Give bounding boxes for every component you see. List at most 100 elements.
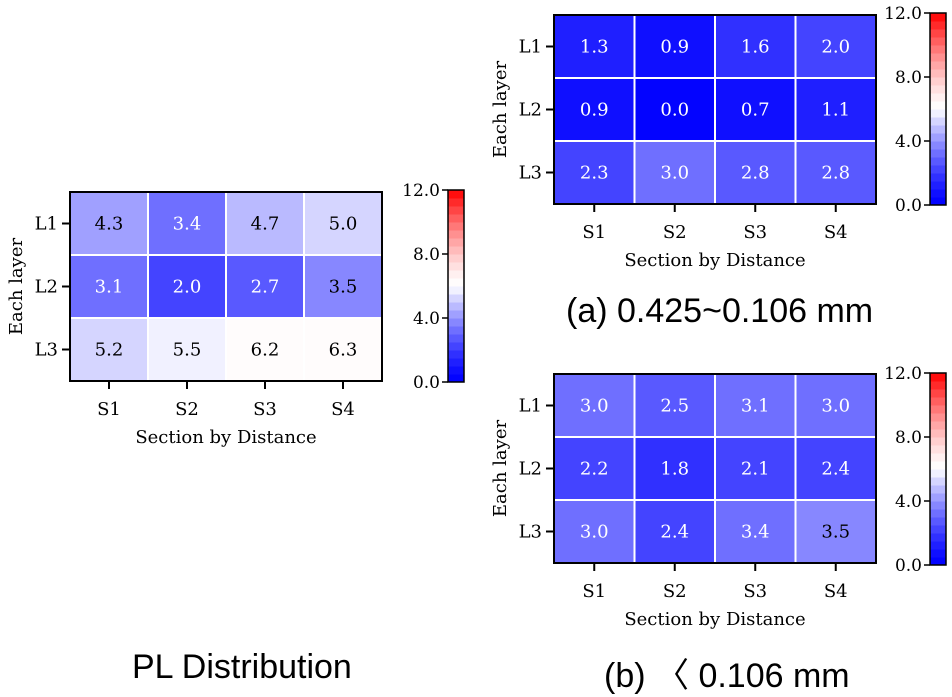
colorbar-swatch [930,429,946,438]
cell-label: 3.5 [821,522,850,543]
colorbar-swatch [448,294,464,303]
colorbar-swatch [448,230,464,239]
cell-label: 2.8 [741,163,770,184]
cell-label: 2.0 [821,37,850,58]
colorbar-swatch [930,381,946,390]
colorbar-swatch [930,453,946,462]
x-tick-label: S4 [824,581,848,602]
colorbar-swatch [930,157,946,166]
y-axis-title: Each layer [490,420,511,518]
cell-label: 0.9 [660,37,689,58]
colorbar-swatch [448,278,464,287]
colorbar-tick-label: 8.0 [895,68,922,88]
colorbar-tick-label: 0.0 [895,556,922,576]
cell-label: 3.1 [95,277,124,298]
colorbar-swatch [930,69,946,78]
colorbar-swatch [930,93,946,102]
cell-label: 3.0 [821,396,850,417]
heatmap-cell [714,499,797,564]
colorbar-swatch [930,141,946,150]
colorbar-swatch [448,246,464,255]
y-tick-label: L2 [519,459,542,480]
cell-label: 2.5 [660,396,689,417]
heatmap-cell [633,499,716,564]
y-tick-label: L3 [519,522,542,543]
y-tick-label: L1 [519,396,542,417]
colorbar-swatch [930,485,946,494]
colorbar-swatch [930,437,946,446]
colorbar-swatch [448,334,464,343]
colorbar-swatch [930,101,946,110]
cell-label: 2.3 [580,163,609,184]
colorbar-swatch [448,374,464,383]
cell-label: 0.7 [741,100,770,121]
y-axis-title: Each layer [490,61,511,159]
colorbar-swatch [930,397,946,406]
colorbar-tick-label: 12.0 [884,4,922,24]
heatmap-cell [553,436,636,501]
heatmap-cell [714,140,797,205]
colorbar-tick-label: 4.0 [895,132,922,152]
colorbar-swatch [930,533,946,542]
x-tick-label: S4 [824,222,848,243]
colorbar-swatch [930,149,946,158]
heatmap-cell [633,14,716,79]
cell-label: 6.2 [251,340,280,361]
heatmap-cell [147,317,227,382]
colorbar-swatch [930,85,946,94]
colorbar-swatch [930,501,946,510]
colorbar-swatch [930,445,946,454]
y-tick-label: L3 [35,340,58,361]
colorbar-tick-label: 12.0 [884,364,922,384]
y-tick-label: L2 [519,100,542,121]
cell-label: 2.8 [821,163,850,184]
heatmap-cell [633,373,716,438]
colorbar-tick-label: 4.0 [895,492,922,512]
cell-label: 3.0 [580,522,609,543]
caption-pl-distribution: PL Distribution [132,648,352,686]
cell-label: 3.1 [741,396,770,417]
colorbar-swatch [930,165,946,174]
colorbar-swatch [448,358,464,367]
heatmap-cell [794,77,877,142]
colorbar-swatch [930,405,946,414]
colorbar-swatch [448,254,464,263]
cell-label: 2.1 [741,459,770,480]
caption-b: (b) 〈 0.106 mm [604,657,850,695]
colorbar-swatch [930,421,946,430]
y-tick-label: L3 [519,163,542,184]
cell-label: 3.4 [173,214,202,235]
y-tick-label: L1 [519,37,542,58]
x-tick-label: S1 [582,222,606,243]
colorbar-swatch [448,310,464,319]
colorbar-swatch [930,77,946,86]
heatmap-cell [633,77,716,142]
colorbar-swatch [930,477,946,486]
colorbar-frame [447,189,465,383]
heatmap-cell [147,254,227,319]
x-tick-label: S2 [175,399,199,420]
x-axis-title: Section by Distance [135,427,316,448]
colorbar-swatch [448,318,464,327]
colorbar-swatch [448,190,464,199]
colorbar-frame [929,12,947,206]
colorbar-swatch [930,189,946,198]
colorbar-tick-label: 8.0 [413,245,440,265]
cell-label: 3.0 [580,396,609,417]
heatmap-cell [147,191,227,256]
x-tick-label: S1 [97,399,121,420]
colorbar-swatch [930,525,946,534]
heatmap-pl: 4.3 3.4 4.7 5.0 3.1 2.0 2.7 3.5 5.2 5.5 6.2 6.3 L1 L2… [6,181,465,448]
x-tick-label: S3 [743,581,767,602]
colorbar-swatch [448,366,464,375]
colorbar-swatch [448,262,464,271]
cell-label: 1.8 [660,459,689,480]
cell-label: 4.7 [251,214,280,235]
cell-label: 1.6 [741,37,770,58]
heatmap-cell [303,317,383,382]
colorbar-tick-label: 0.0 [413,373,440,393]
colorbar-swatch [930,61,946,70]
colorbar-swatch [930,461,946,470]
colorbar-swatch [930,493,946,502]
